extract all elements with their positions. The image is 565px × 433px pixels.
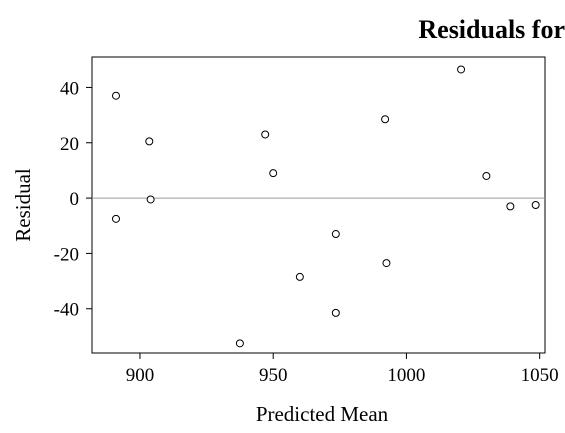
y-tick-label: 20 <box>60 134 79 155</box>
data-point <box>382 259 391 268</box>
data-point <box>145 137 154 146</box>
data-point <box>331 230 340 239</box>
data-point <box>531 201 540 209</box>
y-tick-label: 0 <box>70 189 80 210</box>
plot-frame <box>91 56 546 354</box>
data-point <box>111 214 120 223</box>
data-point <box>269 169 278 178</box>
y-axis-label: Residual <box>11 168 35 242</box>
data-point <box>235 339 244 348</box>
data-point <box>457 65 466 74</box>
x-tick-label: 1050 <box>521 365 559 386</box>
data-points <box>111 65 540 348</box>
data-point <box>482 171 491 180</box>
x-tick-label: 900 <box>126 365 155 386</box>
x-axis-label: Predicted Mean <box>256 402 389 426</box>
data-point <box>381 115 390 124</box>
data-point <box>295 272 304 281</box>
x-tick-label: 950 <box>259 365 288 386</box>
y-tick-label: -20 <box>54 244 79 265</box>
y-tick-label: -40 <box>54 300 79 321</box>
x-tick-label: 1000 <box>387 365 425 386</box>
data-point <box>261 130 270 139</box>
data-point <box>331 308 340 317</box>
data-point <box>111 91 120 100</box>
chart-title: Residuals for <box>418 15 565 44</box>
y-tick-label: 40 <box>60 78 79 99</box>
data-point <box>146 195 155 204</box>
data-point <box>506 202 515 211</box>
axis-ticks: 900 950 1000 1050 40 20 0 -20 -40 <box>54 78 559 386</box>
